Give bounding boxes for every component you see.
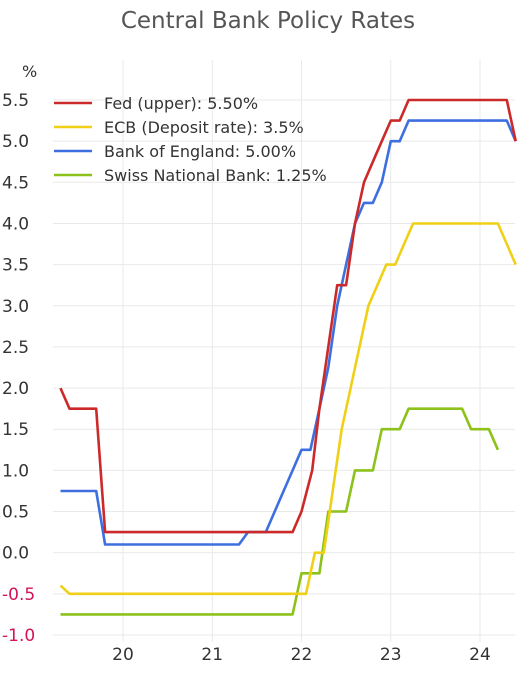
legend-item: ECB (Deposit rate): 3.5% xyxy=(54,118,304,137)
x-tick-label: 20 xyxy=(112,645,134,665)
y-tick-label: 0.5 xyxy=(2,503,29,523)
y-tick-label: 3.0 xyxy=(2,297,29,317)
legend-label: ECB (Deposit rate): 3.5% xyxy=(104,118,304,137)
y-tick-label: 2.0 xyxy=(2,379,29,399)
y-tick-label: 3.5 xyxy=(2,256,29,276)
legend-label: Bank of England: 5.00% xyxy=(104,142,296,161)
legend-label: Fed (upper): 5.50% xyxy=(104,94,258,113)
x-tick-label: 24 xyxy=(469,645,491,665)
y-tick-label: 4.5 xyxy=(2,173,29,193)
y-tick-label: 2.5 xyxy=(2,338,29,358)
legend-label: Swiss National Bank: 1.25% xyxy=(104,166,327,185)
y-tick-label: 1.5 xyxy=(2,420,29,440)
x-tick-label: 23 xyxy=(380,645,402,665)
y-tick-label: 1.0 xyxy=(2,461,29,481)
x-tick-label: 22 xyxy=(291,645,313,665)
series-line xyxy=(59,222,517,596)
y-axis-ticks: -1.0 -0.5 0.0 0.5 1.0 1.5 2.0 2.5 3.0 3.5 4.0 4.5 5.… xyxy=(2,91,35,646)
series-line xyxy=(60,407,500,616)
y-tick-label: 4.0 xyxy=(2,214,29,234)
y-axis-unit-label: % xyxy=(22,62,37,81)
y-tick-label: 0.0 xyxy=(2,544,29,564)
legend-item: Bank of England: 5.00% xyxy=(54,142,296,161)
chart-title: Central Bank Policy Rates xyxy=(121,8,415,34)
y-tick-label: 5.5 xyxy=(2,91,29,111)
x-axis-ticks: 20 21 22 23 24 xyxy=(112,645,491,665)
legend: Fed (upper): 5.50% ECB (Deposit rate): 3.… xyxy=(54,94,327,185)
y-tick-label: -0.5 xyxy=(2,585,35,605)
y-tick-label: 5.0 xyxy=(2,132,29,152)
y-tick-label: -1.0 xyxy=(2,626,35,646)
x-tick-label: 21 xyxy=(201,645,223,665)
series-layer xyxy=(59,98,517,616)
legend-item: Fed (upper): 5.50% xyxy=(54,94,258,113)
legend-item: Swiss National Bank: 1.25% xyxy=(54,166,327,185)
series-line xyxy=(59,98,517,534)
